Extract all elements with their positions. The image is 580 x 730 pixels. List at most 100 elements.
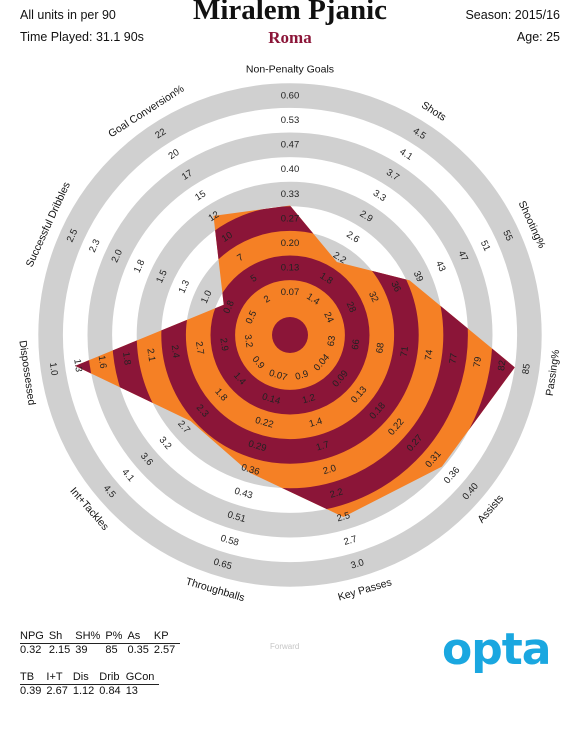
tick-label: 1.0: [47, 362, 60, 377]
tick-label: 2.7: [343, 534, 359, 548]
tick-label: 0.07: [281, 287, 300, 298]
tick-label: 1.5: [154, 268, 169, 285]
tick-label: 2.2: [329, 486, 345, 500]
tick-label: 74: [423, 349, 435, 361]
tick-label: 51: [478, 239, 492, 253]
stat-header: KP: [153, 630, 181, 644]
tick-label: 0.47: [281, 140, 300, 151]
tick-label: 0.51: [226, 509, 247, 525]
tick-label: 2.1: [144, 348, 157, 363]
tick-label: 2.6: [344, 229, 361, 245]
player-name: Miralem Pjanic: [192, 0, 388, 26]
tick-label: 0.60: [281, 90, 300, 101]
stat-header: Sh: [48, 630, 76, 644]
tick-label: 55: [500, 229, 514, 243]
tick-label: 0.20: [281, 238, 300, 249]
axis-label: Dispossessed: [16, 340, 37, 407]
tick-label: 0.07: [268, 368, 289, 384]
stat-value: 0.32: [20, 644, 42, 656]
stat-header: GCon: [125, 671, 160, 685]
position-label: Forward: [270, 642, 300, 651]
tick-label: 0.29: [247, 439, 268, 455]
axis-label: Non-Penalty Goals: [246, 63, 334, 75]
tick-label: 85: [520, 363, 532, 375]
tick-label: 1.6: [96, 355, 109, 370]
stats-table-2: TB I+T Dis Drib GCon 0.39 2.67 1.12 0.84…: [20, 671, 160, 697]
tick-label: 17: [180, 168, 195, 183]
tick-label: 0.8: [221, 299, 236, 316]
tick-label: 2.4: [169, 344, 182, 359]
tick-label: 47: [456, 249, 470, 263]
stat-value: 0.39: [20, 685, 42, 697]
tick-label: 32: [366, 290, 380, 304]
value-ring-dark: [161, 206, 419, 464]
svg-text:opta: opta: [442, 626, 550, 675]
tick-label: 0.36: [240, 462, 261, 478]
tick-label: 1.8: [132, 258, 147, 275]
tick-label: 0.9: [294, 368, 310, 382]
tick-label: 3.2: [242, 334, 255, 349]
stat-header: Dis: [72, 671, 100, 685]
tick-label: 1.7: [315, 439, 331, 453]
tick-label: 20: [167, 147, 182, 162]
tick-label: 0.43: [233, 486, 254, 502]
tick-label: 4.1: [119, 467, 136, 484]
stat-header: NPG: [20, 630, 49, 644]
tick-label: 82: [496, 360, 508, 372]
tick-label: 2.7: [193, 341, 206, 356]
stat-value: 2.15: [48, 644, 71, 656]
tick-label: 0.53: [281, 115, 300, 126]
tick-label: 2.3: [87, 238, 102, 255]
tick-label: 2: [262, 293, 272, 305]
units-note: All units in per 90: [20, 8, 116, 22]
stat-header: P%: [105, 630, 128, 644]
stat-value: 85: [105, 644, 118, 656]
tick-label: 4.1: [397, 146, 414, 162]
tick-label: 2.5: [65, 227, 80, 244]
opta-logo: opta: [442, 626, 551, 675]
stat-header: As: [127, 630, 154, 644]
tick-label: 24: [321, 310, 335, 324]
tick-label: 2.5: [336, 510, 352, 524]
tick-label: 5: [249, 273, 259, 285]
tick-label: 0.14: [261, 391, 282, 407]
tick-label: 0.22: [254, 415, 275, 431]
tick-label: 1.3: [177, 278, 192, 295]
stat-value: 1.12: [72, 685, 95, 697]
background-ring: [38, 83, 542, 587]
tick-label: 0.5: [244, 309, 259, 326]
tick-label: 36: [388, 280, 402, 294]
axis-label: Shots: [419, 99, 448, 124]
tick-label: 3.2: [157, 435, 174, 452]
age: Age: 25: [516, 30, 560, 44]
tick-label: 3.0: [349, 557, 365, 571]
tick-label: 1.8: [120, 351, 133, 366]
stat-value: 13: [125, 685, 138, 697]
tick-label: 15: [193, 188, 208, 203]
tick-label: 3.3: [371, 188, 388, 204]
stat-header: I+T: [46, 671, 73, 685]
background-ring: [87, 132, 493, 538]
stat-value: 39: [75, 644, 88, 656]
tick-label: 71: [399, 346, 411, 358]
stat-value: 2.57: [153, 644, 176, 656]
tick-label: 43: [433, 259, 447, 273]
stat-header: TB: [20, 671, 47, 685]
time-played: Time Played: 31.1 90s: [20, 30, 144, 44]
stat-value: 2.67: [46, 685, 68, 697]
value-ring-dark: [210, 255, 370, 415]
stat-value: 0.35: [127, 644, 149, 656]
tick-label: 0.27: [281, 213, 300, 224]
tick-label: 77: [447, 353, 459, 365]
value-ring-dark: [272, 317, 308, 353]
season: Season: 2015/16: [465, 8, 560, 22]
stat-header: SH%: [75, 630, 106, 644]
tick-label: 2.0: [322, 463, 338, 477]
tick-label: 1.4: [308, 416, 324, 430]
tick-label: 66: [350, 339, 362, 351]
tick-label: 1.0: [199, 289, 214, 306]
tick-label: 12: [207, 209, 222, 224]
tick-label: 2.9: [217, 337, 230, 352]
tick-label: 28: [344, 300, 358, 314]
stat-value: 0.84: [99, 685, 121, 697]
